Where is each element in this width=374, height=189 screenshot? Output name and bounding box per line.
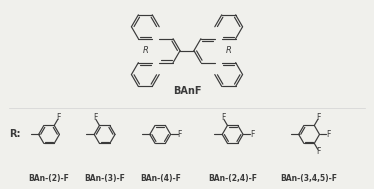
Text: F: F bbox=[326, 130, 331, 139]
Text: F: F bbox=[93, 113, 97, 122]
Text: BAn-(4)-F: BAn-(4)-F bbox=[140, 174, 181, 183]
Text: R: R bbox=[226, 46, 232, 55]
Text: BAn-(3,4,5)-F: BAn-(3,4,5)-F bbox=[280, 174, 338, 183]
Text: BAn-(2)-F: BAn-(2)-F bbox=[28, 174, 70, 183]
Text: BAn-(3)-F: BAn-(3)-F bbox=[84, 174, 125, 183]
Text: BAnF: BAnF bbox=[173, 86, 201, 96]
Text: F: F bbox=[177, 130, 182, 139]
Text: F: F bbox=[221, 113, 225, 122]
Text: F: F bbox=[316, 113, 321, 122]
Text: R:: R: bbox=[9, 129, 21, 139]
Text: F: F bbox=[250, 130, 254, 139]
Text: F: F bbox=[56, 113, 61, 122]
Text: R: R bbox=[142, 46, 148, 55]
Text: F: F bbox=[316, 146, 321, 156]
Text: BAn-(2,4)-F: BAn-(2,4)-F bbox=[208, 174, 257, 183]
